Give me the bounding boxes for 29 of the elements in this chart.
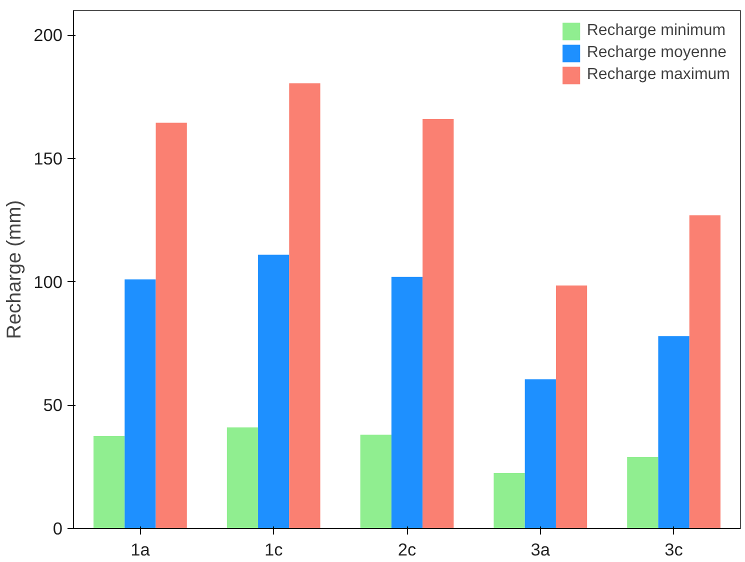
bar — [258, 254, 290, 528]
y-tick-label: 200 — [34, 25, 63, 46]
bar — [524, 379, 556, 528]
bar — [556, 286, 588, 528]
x-tick-label: 1c — [264, 540, 284, 560]
x-tick-label: 1a — [130, 540, 150, 560]
y-axis-title: Recharge (mm) — [4, 200, 26, 339]
bar — [422, 119, 454, 528]
x-tick-label: 2c — [398, 540, 416, 560]
bar — [124, 279, 156, 528]
bar — [689, 215, 720, 528]
legend-label: Recharge maximum — [586, 66, 730, 84]
bar — [94, 436, 125, 528]
bar — [360, 434, 392, 528]
x-tick-label: 3c — [664, 540, 684, 560]
bar — [391, 276, 423, 528]
y-tick-label: 0 — [52, 518, 63, 538]
bar — [494, 473, 525, 528]
bar — [658, 336, 690, 528]
legend-label: Recharge moyenne — [586, 44, 726, 62]
y-tick-label: 150 — [34, 148, 63, 168]
x-tick-label: 3a — [530, 540, 550, 560]
bar — [627, 456, 658, 528]
y-tick-label: 100 — [34, 272, 63, 292]
bar — [226, 427, 258, 528]
bar — [289, 83, 320, 528]
bar — [156, 122, 187, 528]
legend-label: Recharge minimum — [586, 22, 726, 40]
y-tick-label: 50 — [43, 395, 63, 416]
